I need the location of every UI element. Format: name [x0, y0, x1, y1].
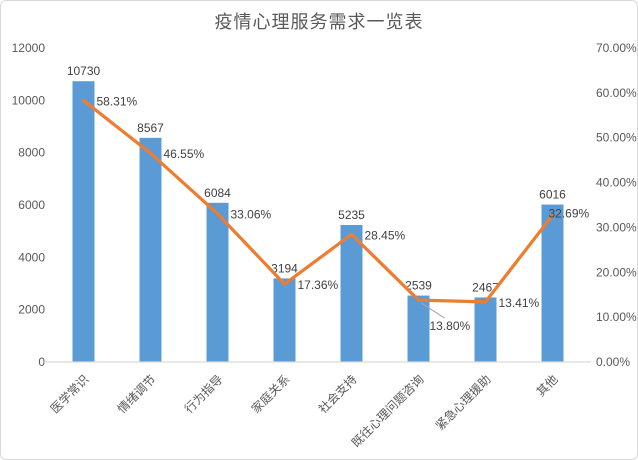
bar-value-label: 6016 — [539, 188, 566, 202]
label-leader-line — [421, 302, 445, 319]
bar — [541, 204, 564, 362]
bar — [273, 278, 296, 362]
line-point-label: 58.31% — [97, 94, 138, 108]
secondary-axis-tick-label: 40.00% — [596, 176, 637, 190]
category-label: 行为指导 — [181, 372, 226, 417]
y-axis-tick-label: 0 — [38, 355, 45, 369]
secondary-axis-tick-label: 20.00% — [596, 265, 637, 279]
y-axis-tick-label: 8000 — [18, 146, 45, 160]
line-point-label: 32.69% — [549, 206, 590, 220]
bar-value-label: 8567 — [137, 121, 164, 135]
bar — [474, 297, 497, 362]
line-point-label: 17.36% — [298, 278, 339, 292]
y-axis-tick-label: 6000 — [18, 198, 45, 212]
line-point-label: 13.41% — [499, 296, 540, 310]
bar-value-label: 10730 — [67, 64, 101, 78]
category-label: 家庭关系 — [248, 372, 293, 417]
bar-value-label: 2539 — [405, 279, 432, 293]
secondary-axis-tick-label: 10.00% — [596, 310, 637, 324]
bar — [206, 202, 229, 362]
line-point-label: 46.55% — [164, 147, 205, 161]
y-axis-tick-label: 12000 — [12, 41, 46, 55]
bar — [139, 137, 162, 362]
secondary-axis-tick-label: 50.00% — [596, 131, 637, 145]
y-axis-tick-label: 2000 — [18, 303, 45, 317]
bar — [72, 81, 95, 363]
bar — [407, 295, 430, 362]
line-point-label: 33.06% — [231, 208, 272, 222]
line-point-label: 13.80% — [430, 319, 471, 333]
category-label: 紧急心理援助 — [432, 372, 494, 434]
secondary-axis-tick-label: 70.00% — [596, 41, 637, 55]
bar-value-label: 3194 — [271, 261, 298, 275]
category-label: 社会支持 — [315, 372, 360, 417]
secondary-axis-tick-label: 0.00% — [596, 355, 630, 369]
chart-title: 疫情心理服务需求一览表 — [214, 12, 424, 32]
y-axis-tick-label: 10000 — [12, 93, 46, 107]
secondary-axis-tick-label: 30.00% — [596, 220, 637, 234]
bar-value-label: 5235 — [338, 208, 365, 222]
category-label: 其他 — [534, 372, 561, 399]
demand-percentage-line — [81, 98, 555, 304]
category-label: 情绪调节 — [115, 372, 159, 416]
secondary-axis-tick-label: 60.00% — [596, 86, 637, 100]
bar — [340, 225, 363, 362]
y-axis-tick-label: 4000 — [18, 250, 45, 264]
bar-value-label: 6084 — [204, 186, 231, 200]
category-label: 医学常识 — [47, 372, 92, 417]
category-label: 既往心理问题咨询 — [348, 372, 426, 450]
line-point-label: 28.45% — [365, 228, 406, 242]
